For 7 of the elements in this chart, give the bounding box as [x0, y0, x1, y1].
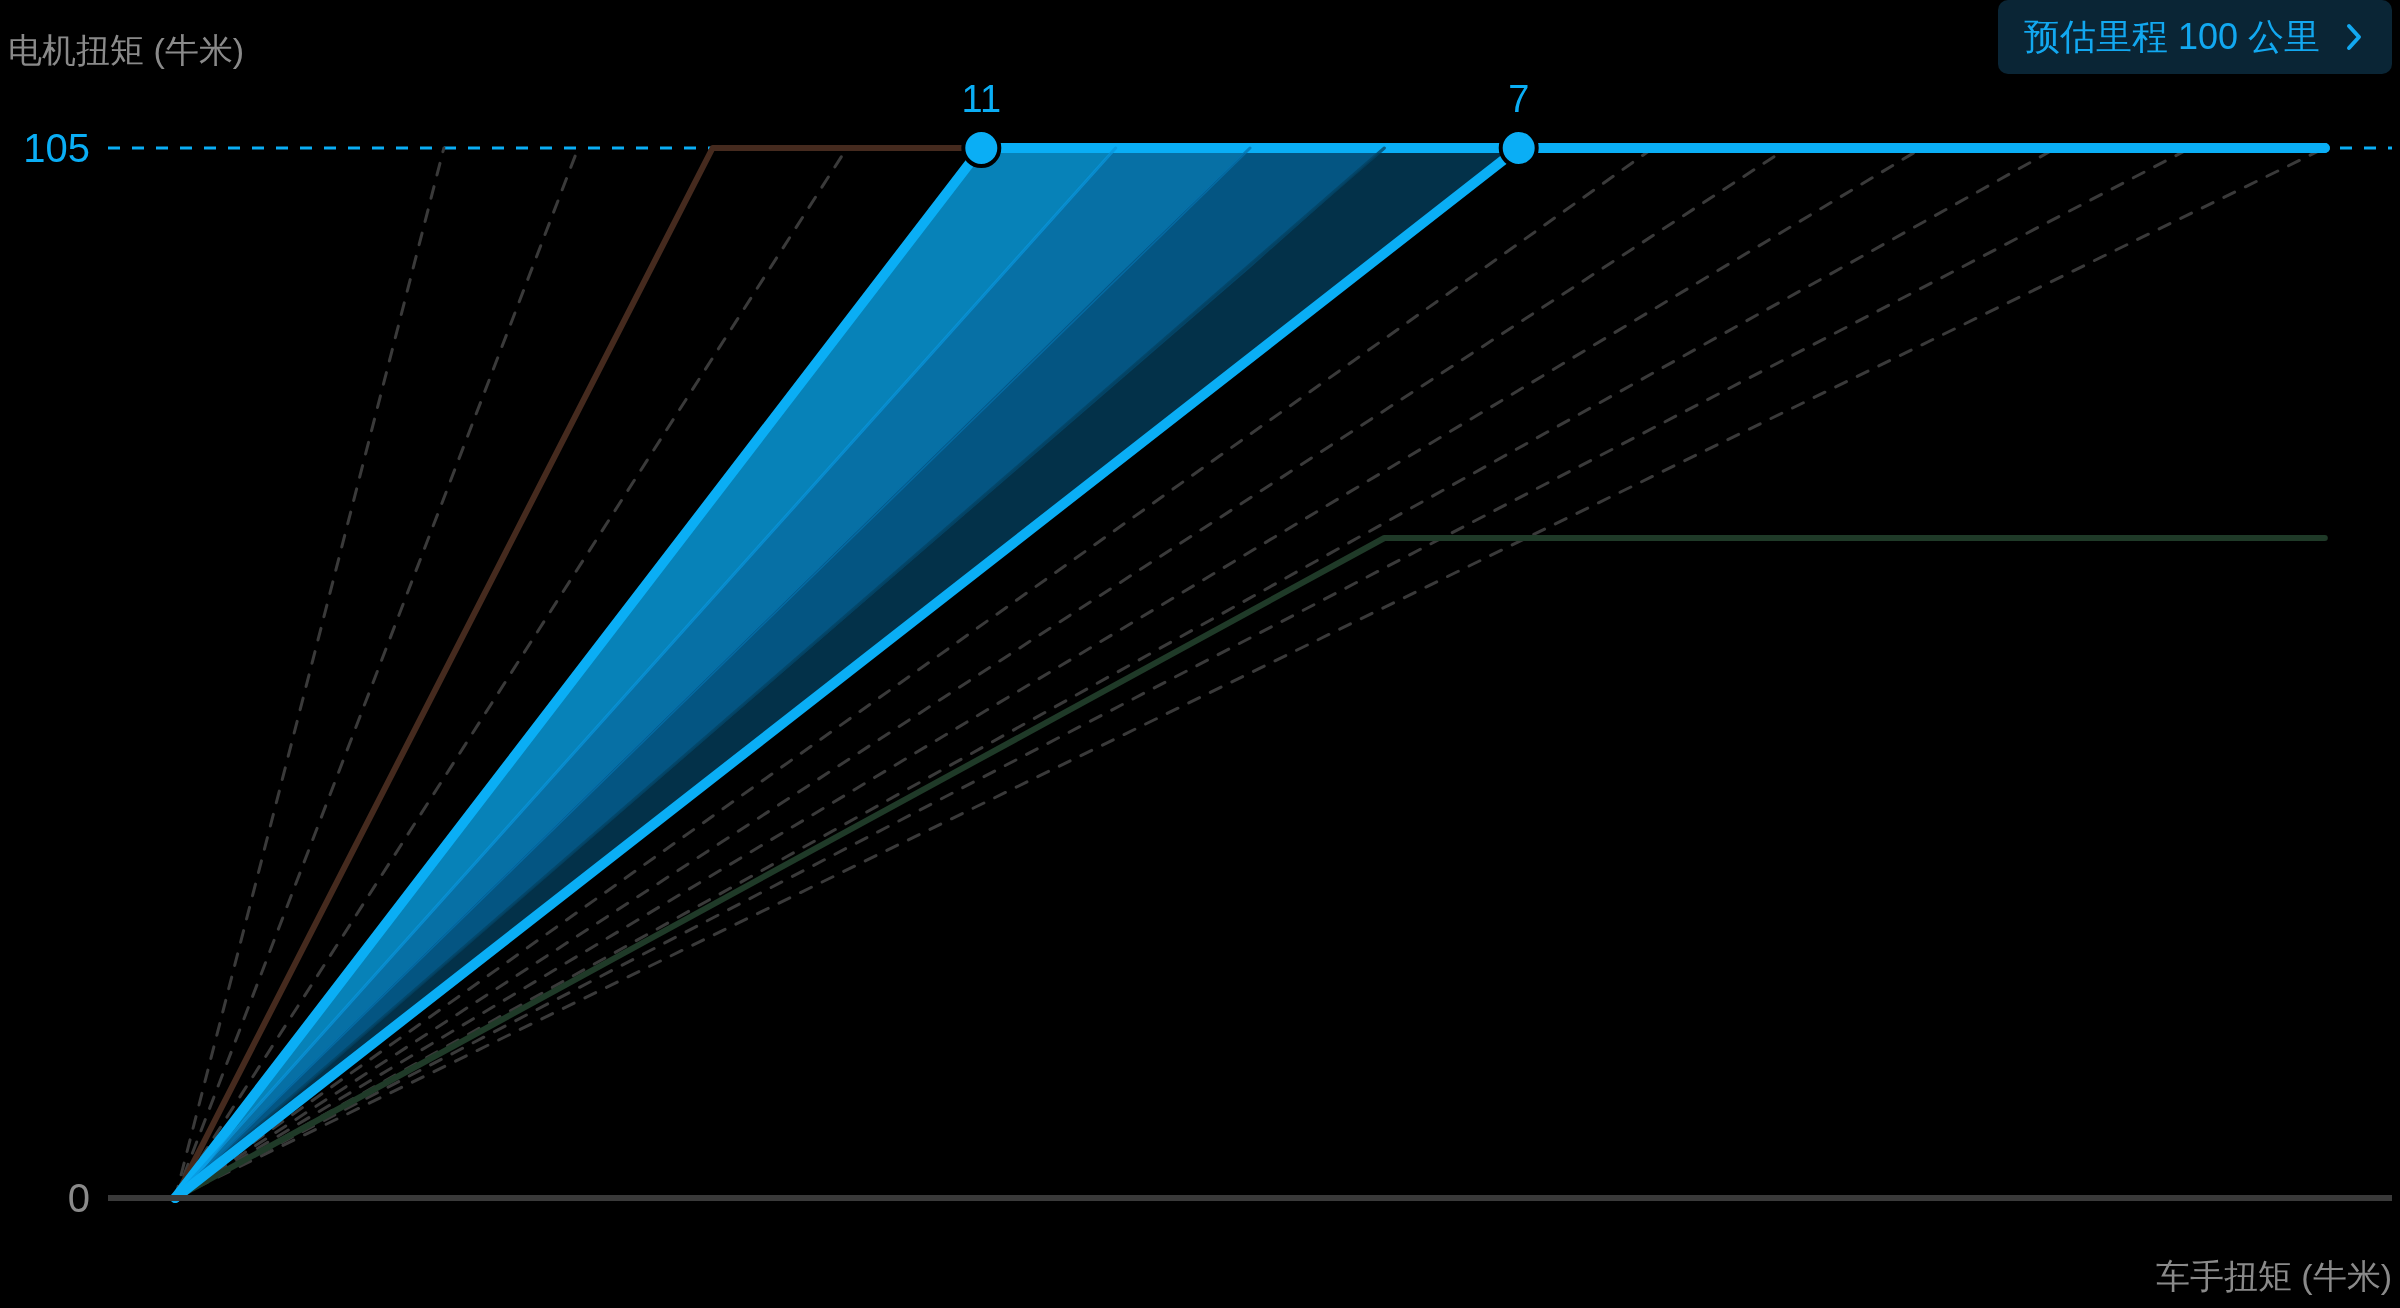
y-tick-label: 105 [23, 126, 90, 170]
y-tick-label: 0 [67, 1176, 90, 1220]
x-axis-title: 车手扭矩 (牛米) [2155, 1256, 2392, 1297]
text: 预估里程 100 公里 [2023, 14, 2320, 59]
y-axis-title: 电机扭矩 (牛米) [8, 30, 245, 71]
series-label: 7 [1508, 78, 1530, 120]
series-label: 11 [961, 78, 1002, 120]
